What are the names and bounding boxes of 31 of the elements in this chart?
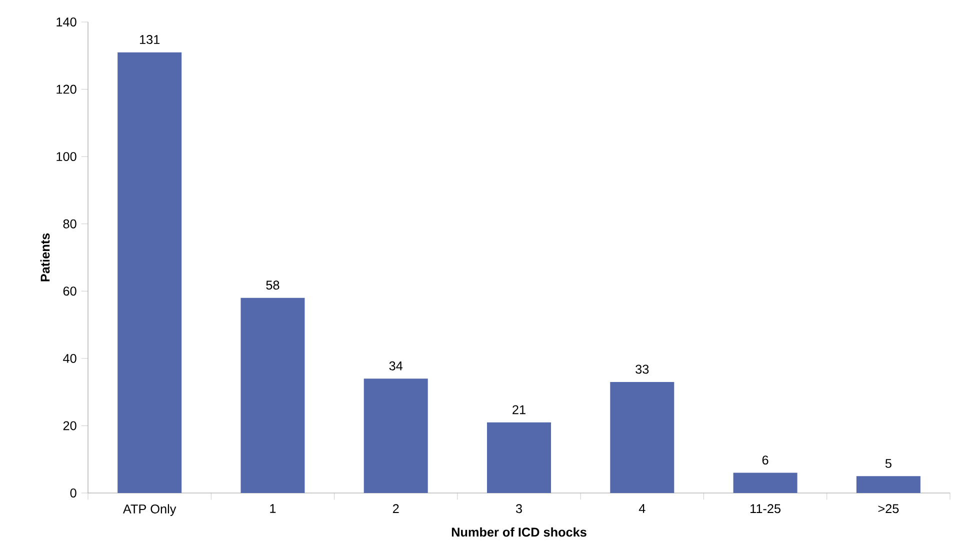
y-tick-label: 100	[56, 152, 76, 162]
x-tick-label: 11-25	[750, 504, 780, 514]
data-label: 34	[389, 361, 403, 370]
x-tick-label: >25	[878, 504, 899, 514]
bar	[856, 476, 920, 493]
data-label: 21	[512, 405, 526, 414]
bar	[240, 298, 305, 493]
bar	[118, 52, 182, 493]
x-tick-label: 4	[638, 504, 646, 513]
data-label: 5	[885, 459, 892, 468]
y-tick-label: 20	[63, 421, 76, 430]
y-tick-label: 40	[63, 354, 76, 363]
y-axis-title: Patients	[40, 233, 50, 282]
x-tick-label: 1	[270, 504, 276, 513]
y-tick-label: 80	[63, 219, 76, 228]
data-label: 6	[762, 456, 768, 465]
y-tick-label: 120	[56, 84, 76, 94]
data-label: 131	[140, 35, 160, 44]
y-tick-label: 0	[70, 488, 76, 498]
bar	[487, 422, 552, 493]
bar	[364, 378, 428, 493]
x-tick-label: 3	[516, 504, 522, 514]
y-tick-label: 60	[63, 286, 76, 296]
data-label: 58	[266, 280, 280, 290]
bar	[733, 472, 798, 493]
x-axis-title: Number of ICD shocks	[452, 527, 586, 537]
x-tick-label: 2	[392, 504, 399, 513]
data-label: 33	[636, 364, 649, 374]
y-tick-label: 140	[56, 18, 76, 26]
x-tick-label: ATP Only	[122, 504, 176, 516]
bar	[610, 382, 674, 493]
